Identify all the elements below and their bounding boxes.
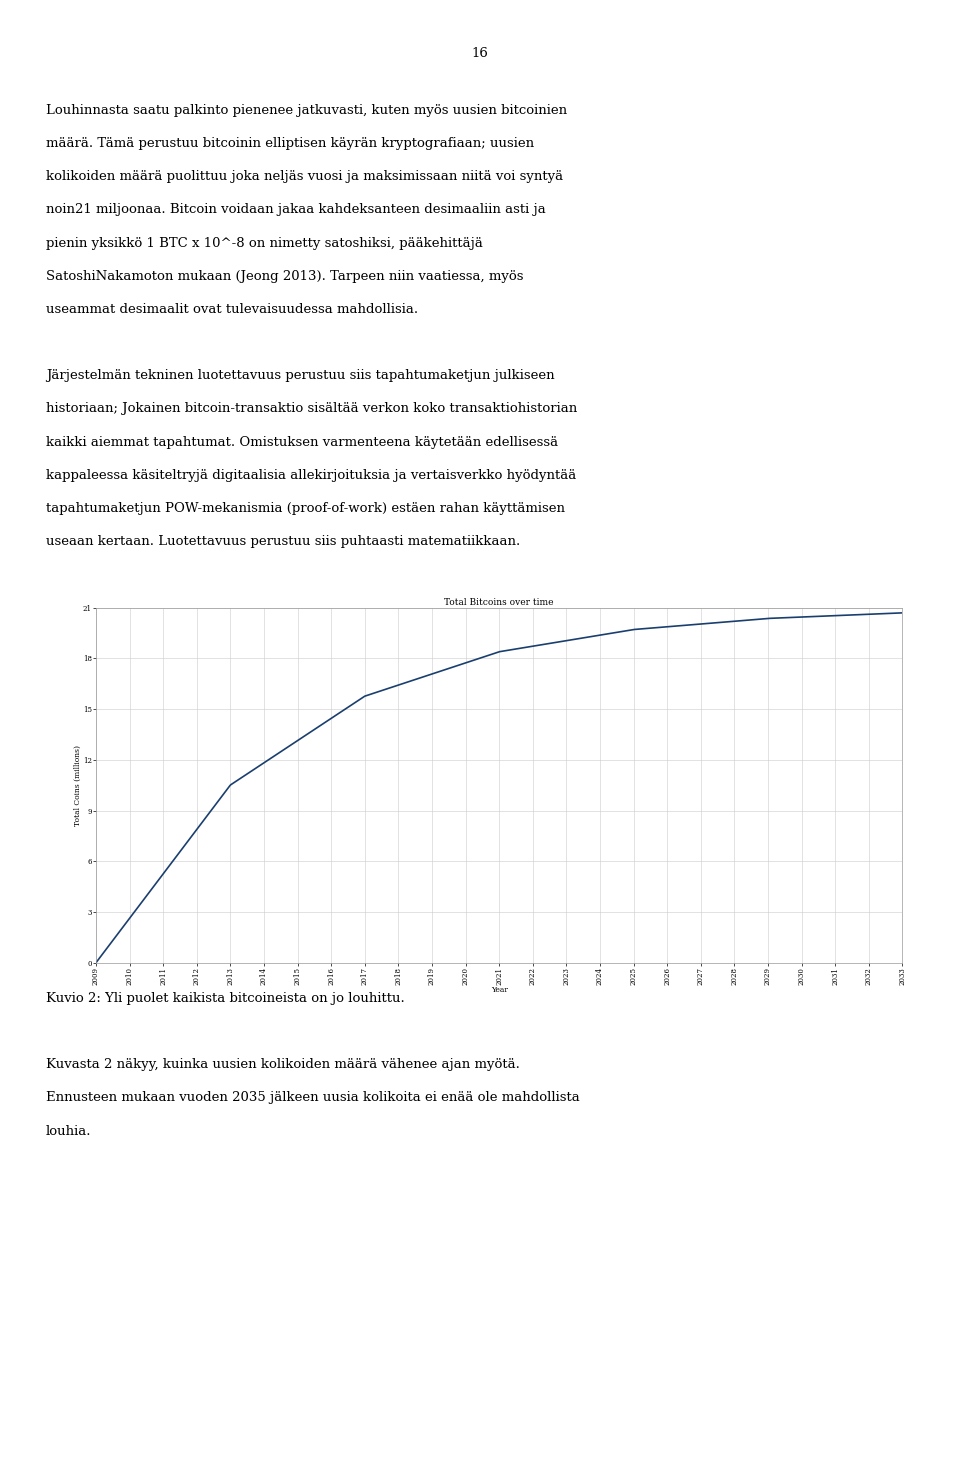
Text: pienin yksikkö 1 BTC x 10^-8 on nimetty satoshiksi, pääkehittäjä: pienin yksikkö 1 BTC x 10^-8 on nimetty … xyxy=(46,237,483,250)
Text: Järjestelmän tekninen luotettavuus perustuu siis tapahtumaketjun julkiseen: Järjestelmän tekninen luotettavuus perus… xyxy=(46,368,555,382)
Text: useaan kertaan. Luotettavuus perustuu siis puhtaasti matematiikkaan.: useaan kertaan. Luotettavuus perustuu si… xyxy=(46,535,520,549)
Text: 16: 16 xyxy=(471,47,489,61)
X-axis label: Year: Year xyxy=(491,986,508,994)
Text: louhia.: louhia. xyxy=(46,1124,91,1137)
Text: Louhinnasta saatu palkinto pienenee jatkuvasti, kuten myös uusien bitcoinien: Louhinnasta saatu palkinto pienenee jatk… xyxy=(46,104,567,117)
Text: useammat desimaalit ovat tulevaisuudessa mahdollisia.: useammat desimaalit ovat tulevaisuudessa… xyxy=(46,303,419,317)
Text: noin21 miljoonaa. Bitcoin voidaan jakaa kahdeksanteen desimaaliin asti ja: noin21 miljoonaa. Bitcoin voidaan jakaa … xyxy=(46,203,546,216)
Text: SatoshiNakamoton mukaan (Jeong 2013). Tarpeen niin vaatiessa, myös: SatoshiNakamoton mukaan (Jeong 2013). Ta… xyxy=(46,269,523,282)
Text: määrä. Tämä perustuu bitcoinin elliptisen käyrän kryptografiaan; uusien: määrä. Tämä perustuu bitcoinin elliptise… xyxy=(46,136,534,149)
Y-axis label: Total Coins (millions): Total Coins (millions) xyxy=(74,745,82,825)
Text: kappaleessa käsiteltryjä digitaalisia allekirjoituksia ja vertaisverkko hyödyntä: kappaleessa käsiteltryjä digitaalisia al… xyxy=(46,469,576,482)
Text: tapahtumaketjun POW-mekanismia (proof-of-work) estäen rahan käyttämisen: tapahtumaketjun POW-mekanismia (proof-of… xyxy=(46,501,565,515)
Text: Kuvasta 2 näkyy, kuinka uusien kolikoiden määrä vähenee ajan myötä.: Kuvasta 2 näkyy, kuinka uusien kolikoide… xyxy=(46,1057,520,1071)
Text: kolikoiden määrä puolittuu joka neljäs vuosi ja maksimissaan niitä voi syntyä: kolikoiden määrä puolittuu joka neljäs v… xyxy=(46,170,564,183)
Text: Ennusteen mukaan vuoden 2035 jälkeen uusia kolikoita ei enää ole mahdollista: Ennusteen mukaan vuoden 2035 jälkeen uus… xyxy=(46,1092,580,1105)
Text: kaikki aiemmat tapahtumat. Omistuksen varmenteena käytetään edellisessä: kaikki aiemmat tapahtumat. Omistuksen va… xyxy=(46,435,558,448)
Title: Total Bitcoins over time: Total Bitcoins over time xyxy=(444,598,554,606)
Text: historiaan; Jokainen bitcoin-transaktio sisältää verkon koko transaktiohistorian: historiaan; Jokainen bitcoin-transaktio … xyxy=(46,402,577,416)
Text: Kuvio 2: Yli puolet kaikista bitcoineista on jo louhittu.: Kuvio 2: Yli puolet kaikista bitcoineist… xyxy=(46,992,405,1006)
